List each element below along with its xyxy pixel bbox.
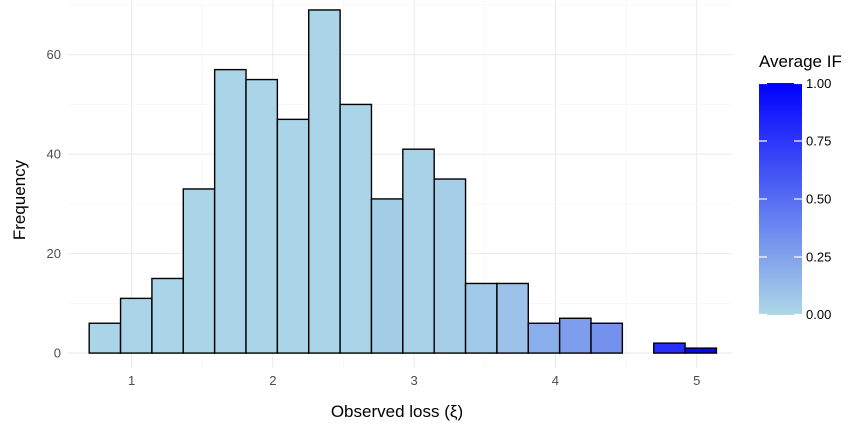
y-axis-title: Frequency [10, 159, 29, 240]
histogram-bar-11 [402, 148, 435, 354]
histogram-bar-9 [339, 103, 373, 354]
x-tick-label: 1 [128, 373, 135, 388]
y-tick-label: 20 [47, 246, 61, 261]
legend-ticks: 0.00 0.25 0.50 0.75 1.00 [759, 76, 831, 322]
histogram-bar-18 [653, 342, 686, 354]
histogram-bar-5 [213, 68, 247, 354]
histogram-bar-15 [527, 322, 561, 354]
histogram-bar-16 [558, 317, 592, 354]
y-axis-ticks: 0 20 40 60 [47, 47, 61, 360]
histogram-bars [88, 9, 718, 354]
histogram-bar-14 [496, 282, 529, 354]
legend-title: Average IF [759, 52, 842, 71]
y-tick-label: 40 [47, 147, 61, 162]
y-tick-label: 60 [47, 47, 61, 62]
legend-tick-label: 0.00 [806, 307, 831, 322]
histogram-bar-1 [88, 322, 122, 354]
histogram-bar-19 [684, 347, 718, 354]
histogram-bar-7 [276, 118, 310, 354]
x-tick-label: 2 [269, 373, 276, 388]
x-tick-label: 3 [411, 373, 418, 388]
legend-tick-label: 0.75 [806, 134, 831, 149]
x-axis-ticks: 1 2 3 4 5 [128, 373, 700, 388]
histogram-bar-17 [590, 322, 624, 354]
histogram-bar-8 [308, 9, 341, 354]
legend-tick-label: 0.50 [806, 192, 831, 207]
histogram-bar-4 [182, 188, 216, 354]
histogram-bar-3 [151, 277, 184, 354]
histogram-bar-13 [464, 282, 498, 354]
x-tick-label: 5 [693, 373, 700, 388]
legend-tick-label: 0.25 [806, 250, 831, 265]
histogram-bar-2 [119, 297, 153, 354]
legend-tick-label: 1.00 [806, 76, 831, 91]
histogram-bar-12 [433, 178, 467, 354]
color-legend: Average IF 0.00 0.25 0.50 0.75 1.00 [759, 52, 842, 322]
histogram-bar-10 [370, 198, 404, 354]
x-tick-label: 4 [552, 373, 559, 388]
histogram-bar-6 [245, 78, 279, 354]
y-tick-label: 0 [54, 346, 61, 361]
x-axis-title: Observed loss (ξ) [331, 402, 463, 421]
